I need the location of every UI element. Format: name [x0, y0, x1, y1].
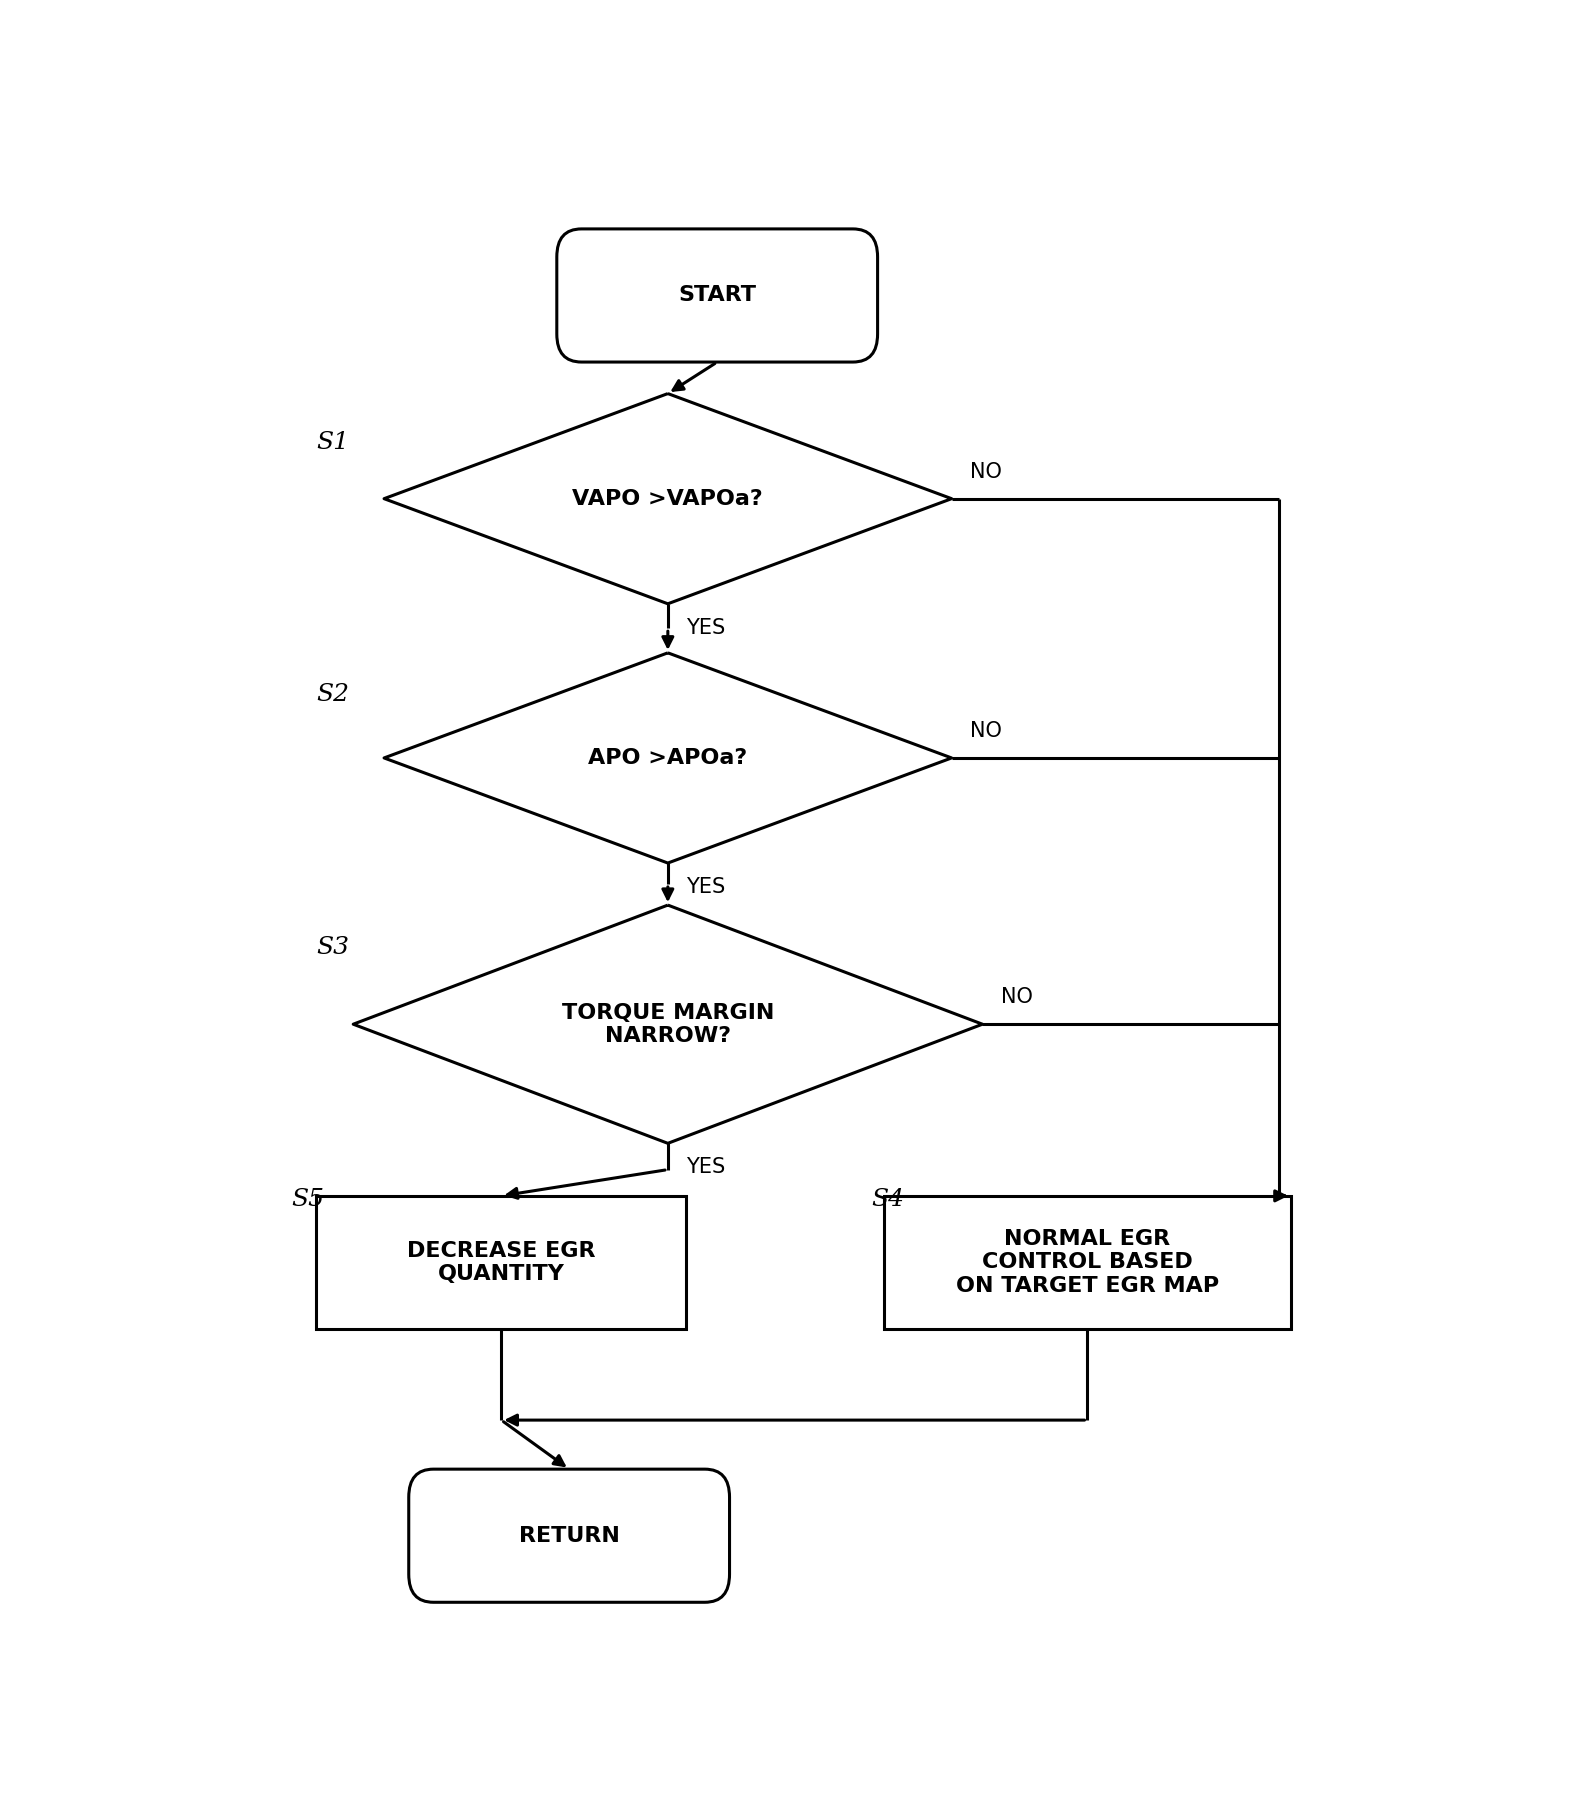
Text: NO: NO	[970, 721, 1001, 741]
Text: VAPO >VAPOa?: VAPO >VAPOa?	[573, 490, 763, 508]
Text: NO: NO	[970, 462, 1001, 482]
Text: S5: S5	[291, 1188, 325, 1210]
Text: START: START	[678, 286, 756, 306]
Text: YES: YES	[686, 877, 726, 897]
Text: NO: NO	[1001, 988, 1033, 1008]
Bar	[884, 1196, 1291, 1329]
Text: APO >APOa?: APO >APOa?	[587, 748, 748, 768]
Bar	[317, 1196, 686, 1329]
Text: YES: YES	[686, 617, 726, 637]
Text: S2: S2	[317, 682, 349, 706]
Text: YES: YES	[686, 1158, 726, 1178]
Text: S1: S1	[317, 431, 349, 455]
Text: NORMAL EGR
CONTROL BASED
ON TARGET EGR MAP: NORMAL EGR CONTROL BASED ON TARGET EGR M…	[955, 1228, 1219, 1296]
FancyBboxPatch shape	[557, 229, 877, 362]
FancyBboxPatch shape	[409, 1469, 729, 1602]
Text: S3: S3	[317, 935, 349, 959]
Text: DECREASE EGR
QUANTITY: DECREASE EGR QUANTITY	[408, 1241, 595, 1285]
Text: RETURN: RETURN	[519, 1525, 619, 1545]
Text: S4: S4	[871, 1188, 904, 1210]
Text: TORQUE MARGIN
NARROW?: TORQUE MARGIN NARROW?	[562, 1003, 774, 1046]
